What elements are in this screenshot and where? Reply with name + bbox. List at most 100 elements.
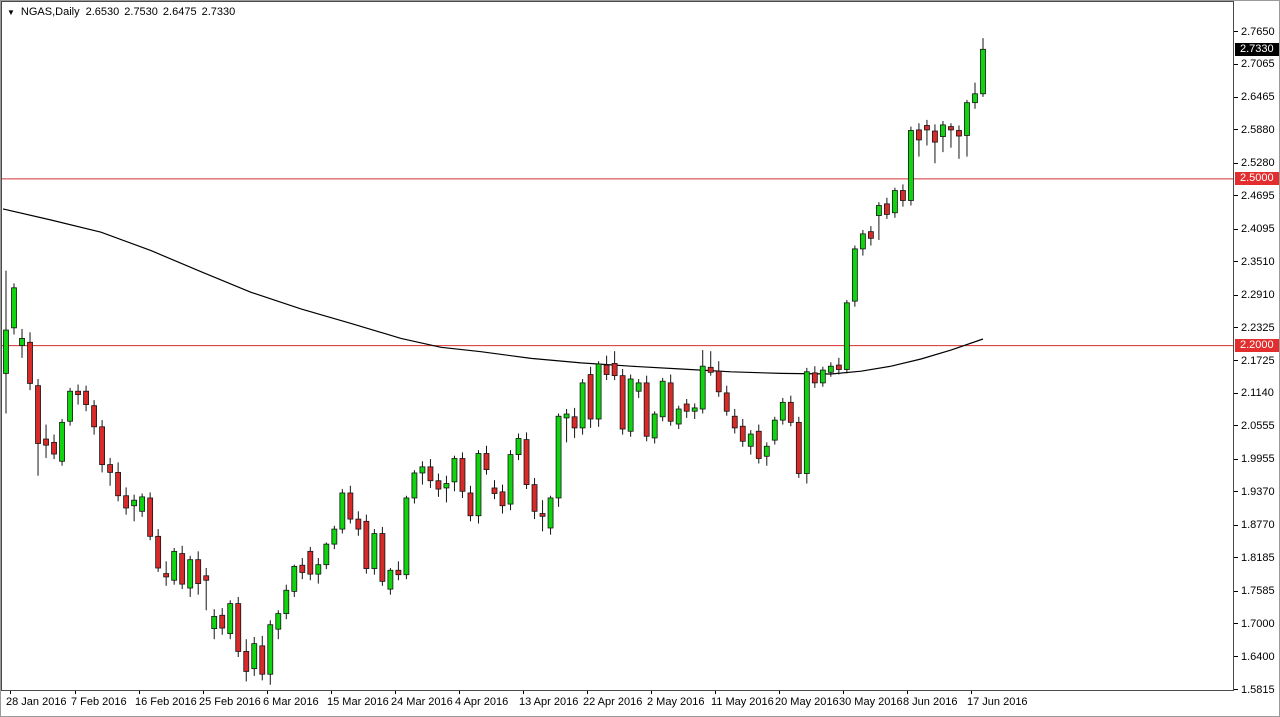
chart-symbol-label: NGAS,Daily — [20, 6, 80, 18]
candle-down — [259, 645, 266, 675]
price-axis[interactable]: 2.7650 2.7065 2.6465 2.5880 2.5280 2.4695 2.40… — [1234, 1, 1279, 696]
date-tick-mark — [843, 691, 844, 694]
date-tick-label: 6 Mar 2016 — [263, 696, 319, 708]
candle-down — [27, 341, 33, 384]
candle-up — [972, 93, 978, 104]
price-tick-label: 1.6400 — [1241, 650, 1275, 663]
candle-down — [115, 471, 122, 497]
candle-up — [227, 603, 234, 635]
date-tick-mark — [395, 691, 396, 694]
price-tick-label: 2.2325 — [1241, 321, 1275, 334]
candle-up — [171, 550, 178, 581]
date-tick-label: 11 May 2016 — [711, 696, 774, 708]
candle-up — [283, 589, 290, 615]
candle-down — [395, 569, 402, 576]
candle-down — [235, 603, 242, 652]
price-tick-mark — [1234, 524, 1238, 526]
candle-down — [491, 487, 498, 494]
candle-down — [683, 403, 690, 412]
date-tick-label: 20 May 2016 — [775, 696, 839, 708]
date-tick-mark — [971, 691, 972, 694]
candle-up — [267, 624, 274, 675]
candle-up — [892, 190, 898, 214]
candle-up — [563, 413, 570, 419]
candle-up — [779, 401, 786, 421]
date-tick-label: 22 Apr 2016 — [583, 696, 643, 708]
candle-down — [99, 426, 105, 466]
candle-up — [964, 102, 970, 136]
price-tick-label: 2.0555 — [1241, 419, 1275, 432]
candle-down — [43, 438, 49, 446]
candle-up — [371, 533, 378, 569]
candle-down — [916, 129, 922, 141]
candle-up — [763, 445, 770, 457]
candle-down — [723, 392, 730, 412]
candle-up — [131, 499, 138, 507]
chart-ohlc-values: 2.6530 2.7530 2.6475 2.7330 — [86, 6, 241, 18]
candle-up — [555, 415, 562, 499]
time-axis[interactable]: 28 Jan 2016 7 Feb 2016 16 Feb 2016 25 Feb 2… — [1, 691, 1234, 716]
candle-up — [11, 287, 17, 329]
candle-up — [827, 365, 834, 373]
date-tick-label: 4 Apr 2016 — [455, 696, 509, 708]
candle-down — [83, 390, 89, 405]
candle-down — [948, 126, 954, 131]
price-tick-mark — [1234, 656, 1238, 658]
date-tick-mark — [459, 691, 460, 694]
price-tick-mark — [1234, 689, 1238, 690]
date-tick-mark — [715, 691, 716, 694]
candle-up — [291, 565, 298, 592]
date-tick-mark — [267, 691, 268, 694]
date-tick-label: 13 Apr 2016 — [519, 696, 579, 708]
candle-up — [595, 363, 602, 420]
candle-down — [355, 518, 362, 530]
price-tick-label: 2.7065 — [1241, 58, 1275, 71]
candle-up — [627, 378, 634, 432]
candle-up — [19, 337, 25, 347]
date-tick-label: 30 May 2016 — [839, 696, 903, 708]
candle-down — [603, 364, 610, 375]
expand-ohlc-icon[interactable]: ▼ — [7, 7, 15, 17]
candle-up — [803, 371, 810, 474]
date-tick-mark — [587, 691, 588, 694]
price-tick-label: 2.4095 — [1241, 223, 1275, 236]
price-tick-mark — [1234, 294, 1238, 296]
candle-down — [435, 480, 442, 490]
price-tick-mark — [1234, 162, 1238, 164]
candle-up — [387, 569, 394, 590]
low-value: 2.6475 — [162, 6, 197, 18]
candle-down — [459, 458, 466, 492]
moving-average-line — [2, 208, 984, 375]
candle-up — [819, 369, 826, 384]
candle-up — [211, 615, 218, 630]
price-tick-label: 1.8770 — [1241, 519, 1275, 532]
candle-up — [419, 466, 426, 474]
hline-price-badge: 2.2000 — [1235, 339, 1279, 353]
price-tick-mark — [1234, 491, 1238, 493]
candle-down — [107, 464, 114, 473]
candle-up — [475, 453, 482, 517]
candle-down — [900, 190, 906, 201]
candles-layer — [3, 38, 986, 685]
candle-up — [3, 329, 9, 374]
candle-up — [451, 458, 458, 483]
candle-up — [315, 564, 322, 575]
date-tick-mark — [523, 691, 524, 694]
plot-frame — [1, 1, 1234, 691]
candle-down — [587, 374, 594, 420]
candle-down — [91, 405, 97, 428]
price-chart-canvas[interactable] — [1, 1, 1234, 691]
date-tick-mark — [10, 691, 11, 694]
date-tick-mark — [779, 691, 780, 694]
candle-up — [908, 130, 914, 201]
candle-up — [635, 382, 642, 392]
candle-down — [467, 492, 474, 517]
current-price-badge: 2.7330 — [1235, 42, 1279, 56]
candle-down — [163, 573, 170, 578]
date-tick-mark — [331, 691, 332, 694]
date-tick-label: 2 May 2016 — [647, 696, 705, 708]
candle-down — [795, 421, 802, 474]
candle-up — [331, 528, 338, 545]
candle-up — [771, 419, 778, 441]
price-tick-mark — [1234, 392, 1238, 394]
